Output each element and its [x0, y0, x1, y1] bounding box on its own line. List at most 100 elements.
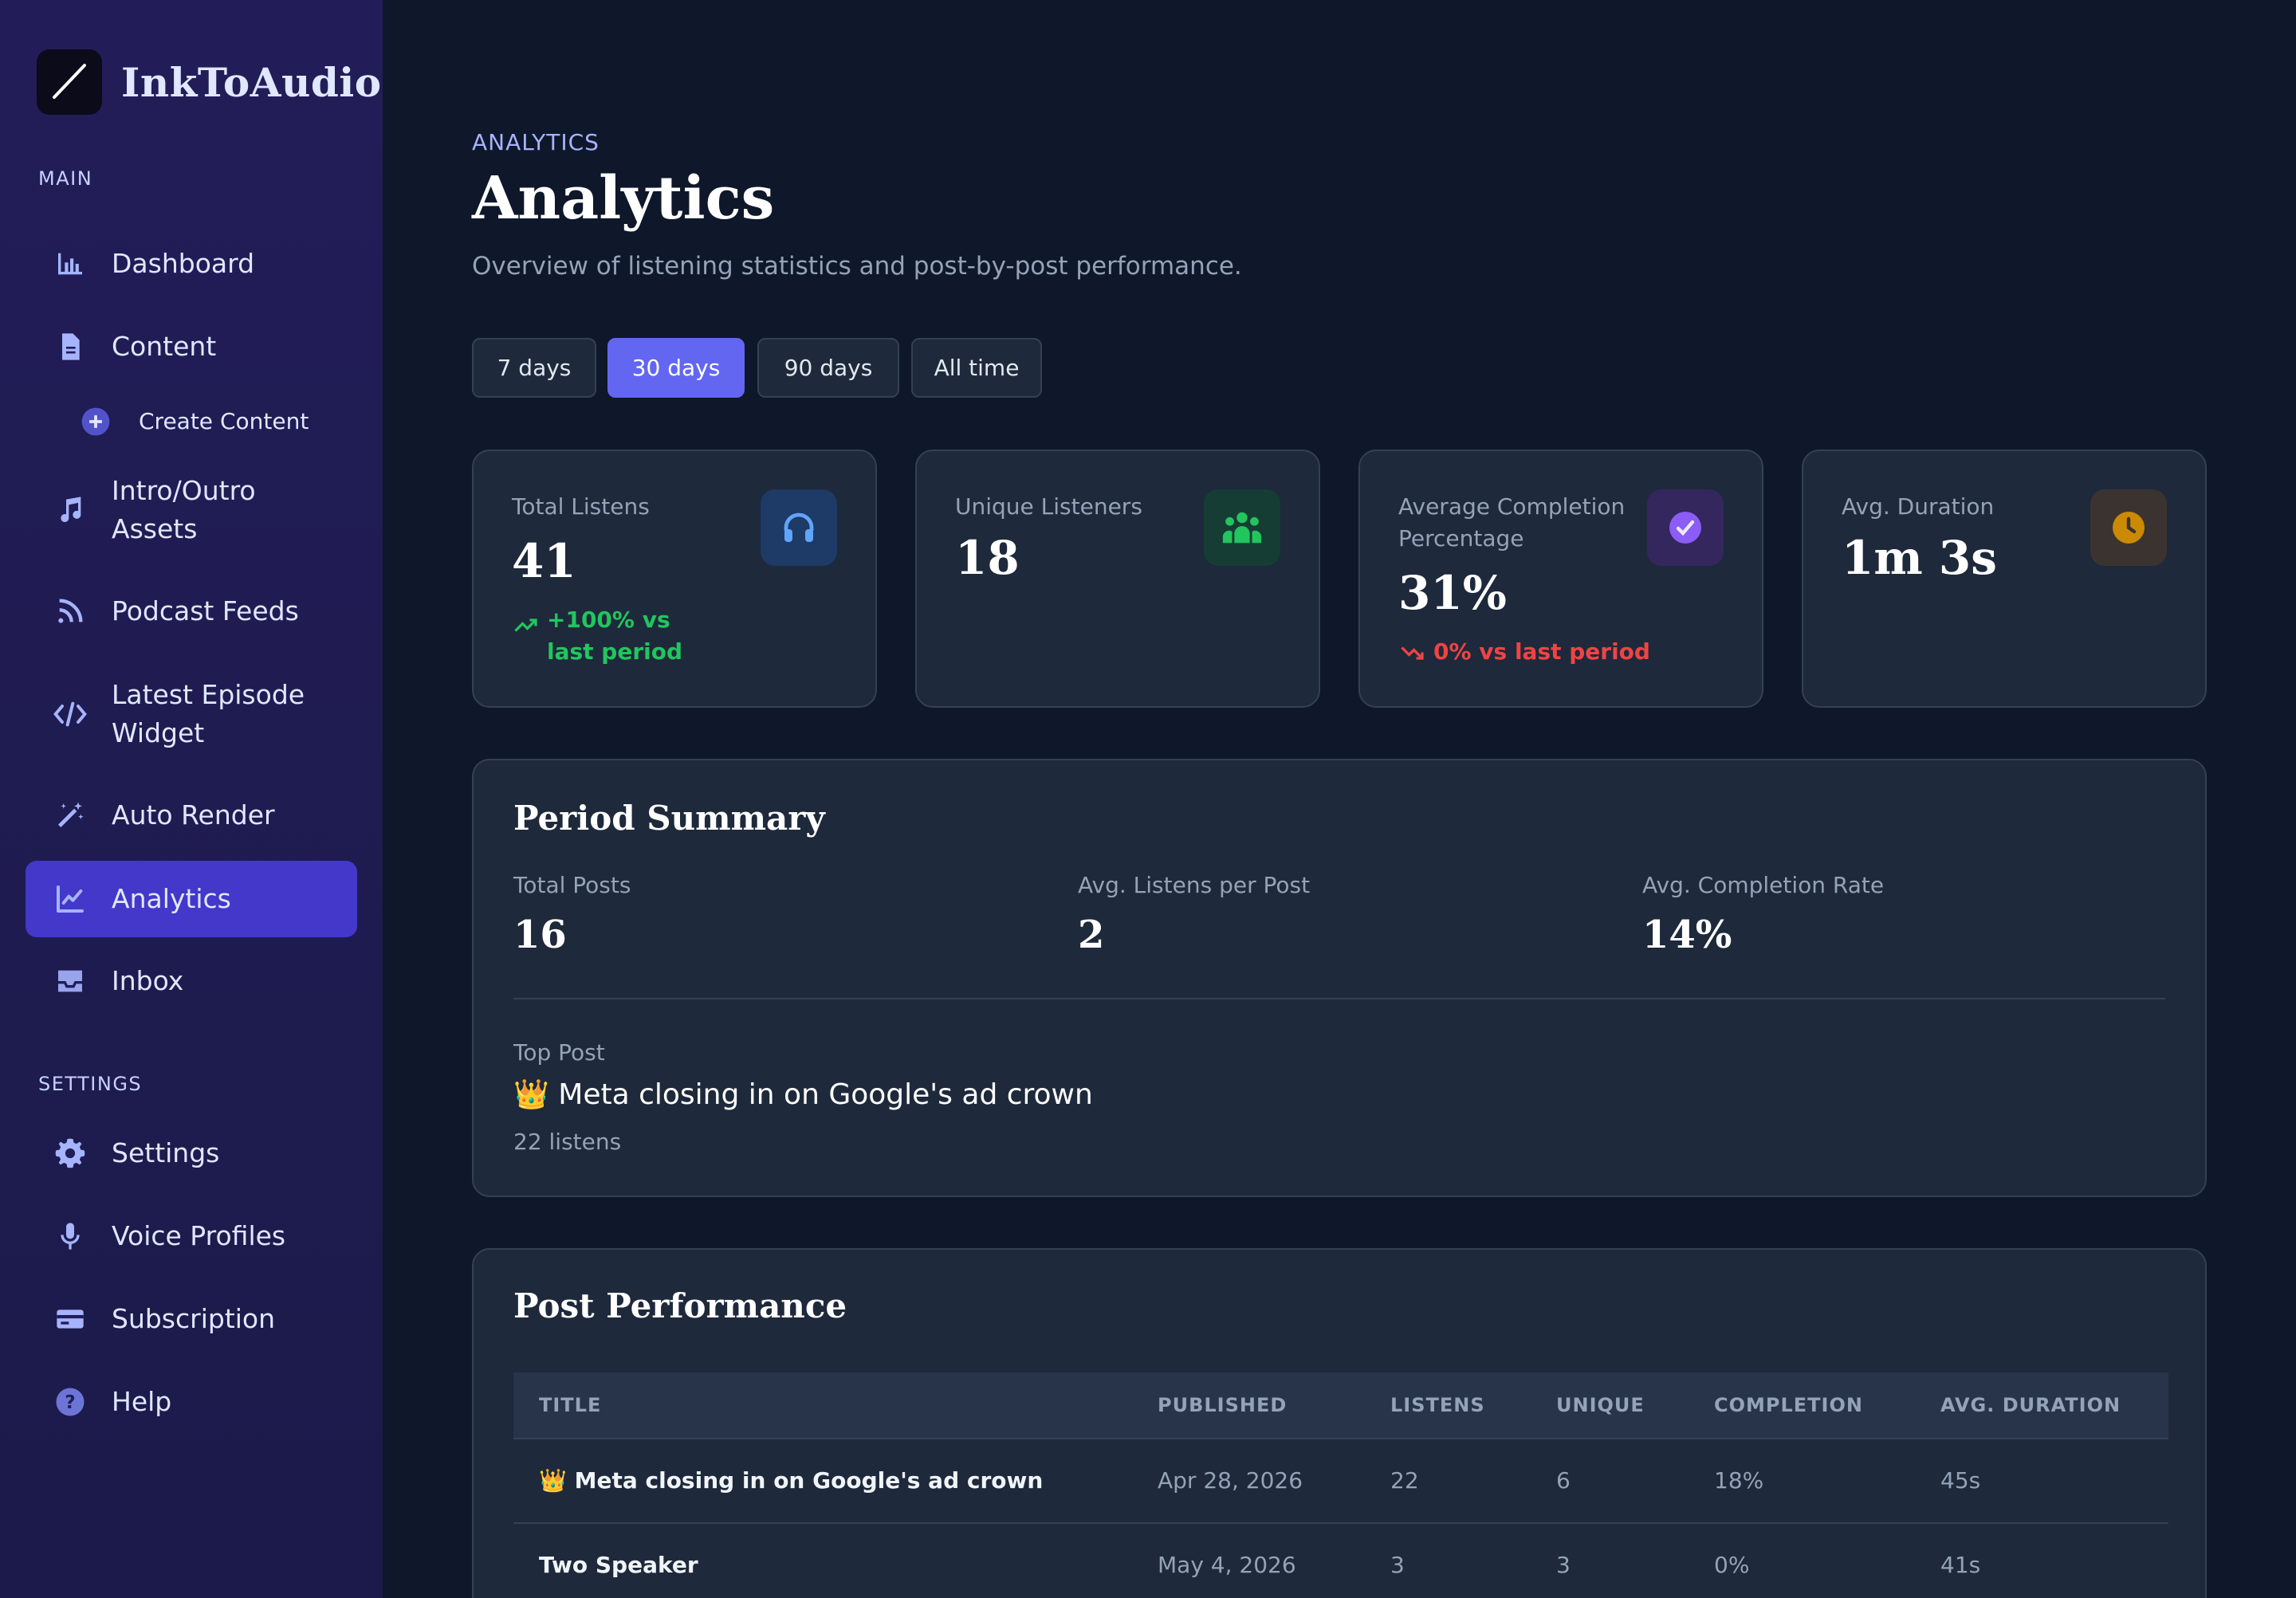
table-row[interactable]: 👑 Meta closing in on Google's ad crown A… [513, 1438, 2168, 1522]
sidebar-item-help[interactable]: ? Help [26, 1366, 357, 1438]
summary-avg-listens: Avg. Listens per Post 2 [1078, 872, 1310, 957]
period-summary-card: Period Summary Total Posts 16 Avg. Liste… [472, 759, 2207, 1197]
stat-label: Total Listens [512, 493, 650, 520]
stat-value: 41 [512, 534, 576, 588]
bar-chart-icon [53, 246, 88, 281]
inbox-icon [53, 964, 88, 999]
stat-card-average-completion: Average Completion Percentage 31% 0% vs … [1358, 450, 1763, 708]
sidebar-item-label: Create Content [139, 408, 309, 434]
row-avg-duration: 41s [1940, 1552, 1981, 1578]
credit-card-icon [53, 1302, 88, 1337]
top-post-title[interactable]: 👑 Meta closing in on Google's ad crown [513, 1078, 1093, 1111]
row-title[interactable]: 👑 Meta closing in on Google's ad crown [539, 1467, 1044, 1494]
line-chart-icon [53, 881, 88, 917]
music-note-icon [53, 493, 88, 528]
row-unique: 3 [1556, 1552, 1571, 1578]
stat-delta-text: +100% vs last period [547, 607, 683, 665]
stat-card-total-listens: Total Listens 41 +100% vs last period [472, 450, 877, 708]
sidebar-item-label: Latest Episode Widget [112, 679, 305, 748]
post-performance-table: TITLE PUBLISHED LISTENS UNIQUE COMPLETIO… [513, 1372, 2168, 1598]
column-header-listens[interactable]: LISTENS [1390, 1394, 1485, 1416]
sidebar-item-label: Settings [112, 1137, 220, 1168]
table-row[interactable]: Two Speaker May 4, 2026 3 3 0% 41s [513, 1522, 2168, 1598]
section-label-settings: SETTINGS [38, 1073, 143, 1095]
summary-divider [513, 998, 2165, 999]
brand-name: InkToAudio [121, 58, 382, 106]
users-icon [1204, 489, 1280, 566]
row-published: Apr 28, 2026 [1158, 1467, 1303, 1494]
range-30-days-button[interactable]: 30 days [607, 338, 745, 398]
period-summary-title: Period Summary [513, 799, 825, 838]
gear-icon [53, 1136, 88, 1171]
sidebar-item-settings[interactable]: Settings [26, 1117, 357, 1189]
page-title: Analytics [472, 164, 775, 233]
range-7-days-button[interactable]: 7 days [472, 338, 596, 398]
sidebar-item-label: Content [112, 331, 217, 362]
sidebar-item-voice-profiles[interactable]: Voice Profiles [26, 1200, 357, 1272]
brand-logo[interactable]: InkToAudio [37, 49, 382, 115]
svg-text:?: ? [65, 1392, 75, 1413]
row-listens: 22 [1390, 1467, 1419, 1494]
row-title[interactable]: Two Speaker [539, 1552, 698, 1578]
stat-delta-text: 0% vs last period [1433, 638, 1650, 665]
column-header-avg-duration[interactable]: AVG. DURATION [1940, 1394, 2121, 1416]
stat-delta-down: 0% vs last period [1398, 636, 1650, 668]
sidebar-item-auto-render[interactable]: Auto Render [26, 779, 357, 851]
post-performance-card: Post Performance TITLE PUBLISHED LISTENS… [472, 1248, 2207, 1598]
sidebar-item-podcast-feeds[interactable]: Podcast Feeds [26, 575, 357, 647]
summary-avg-completion: Avg. Completion Rate 14% [1642, 872, 1884, 957]
sidebar-item-label: Inbox [112, 965, 184, 996]
top-post-label: Top Post [513, 1039, 605, 1066]
column-header-unique[interactable]: UNIQUE [1556, 1394, 1645, 1416]
range-all-time-button[interactable]: All time [911, 338, 1042, 398]
row-completion: 0% [1714, 1552, 1750, 1578]
check-circle-icon [1647, 489, 1724, 566]
row-listens: 3 [1390, 1552, 1405, 1578]
sidebar-item-create-content[interactable]: Create Content [26, 394, 357, 450]
summary-value: 16 [513, 913, 567, 957]
row-completion: 18% [1714, 1467, 1764, 1494]
sidebar-item-analytics[interactable]: Analytics [26, 861, 357, 937]
sidebar-item-label: Dashboard [112, 248, 255, 279]
plus-circle-icon [78, 404, 113, 439]
sidebar-item-label: Podcast Feeds [112, 595, 299, 626]
range-90-days-button[interactable]: 90 days [757, 338, 899, 398]
sidebar-item-intro-outro-assets[interactable]: Intro/Outro Assets [26, 470, 357, 550]
summary-value: 14% [1642, 913, 1732, 957]
summary-label: Avg. Listens per Post [1078, 872, 1311, 898]
row-published: May 4, 2026 [1158, 1552, 1296, 1578]
sidebar-item-subscription[interactable]: Subscription [26, 1283, 357, 1355]
column-header-completion[interactable]: COMPLETION [1714, 1394, 1863, 1416]
page-subtitle: Overview of listening statistics and pos… [472, 252, 1242, 281]
column-header-title[interactable]: TITLE [539, 1394, 602, 1416]
sidebar-item-label: Voice Profiles [112, 1220, 286, 1251]
sidebar-item-label: Intro/Outro Assets [112, 475, 256, 544]
row-avg-duration: 45s [1940, 1467, 1981, 1494]
stat-value: 1m 3s [1842, 531, 1997, 585]
soundwave-logo-icon [37, 49, 102, 115]
trend-up-icon [514, 618, 537, 632]
sidebar-item-content[interactable]: Content [26, 311, 357, 383]
help-icon: ? [53, 1384, 88, 1419]
sidebar-item-latest-episode-widget[interactable]: Latest Episode Widget [26, 674, 357, 754]
summary-label: Total Posts [513, 872, 631, 898]
stat-label: Unique Listeners [955, 493, 1142, 520]
sidebar-item-dashboard[interactable]: Dashboard [26, 228, 357, 300]
sidebar-item-label: Subscription [112, 1303, 276, 1334]
stat-card-unique-listeners: Unique Listeners 18 [915, 450, 1320, 708]
stat-card-avg-duration: Avg. Duration 1m 3s [1802, 450, 2207, 708]
magic-wand-icon [53, 798, 88, 833]
summary-total-posts: Total Posts 16 [513, 872, 631, 957]
stat-label: Average Completion Percentage [1398, 493, 1626, 552]
clock-icon [2090, 489, 2167, 566]
sidebar-item-inbox[interactable]: Inbox [26, 945, 357, 1017]
microphone-icon [53, 1219, 88, 1254]
stat-label: Avg. Duration [1842, 493, 1995, 520]
stat-delta-up: +100% vs last period [512, 604, 706, 668]
column-header-published[interactable]: PUBLISHED [1158, 1394, 1288, 1416]
stat-value: 31% [1398, 566, 1507, 620]
top-post-listens: 22 listens [513, 1129, 622, 1155]
summary-label: Avg. Completion Rate [1642, 872, 1885, 898]
breadcrumb: ANALYTICS [472, 129, 600, 155]
headphones-icon [761, 489, 837, 566]
